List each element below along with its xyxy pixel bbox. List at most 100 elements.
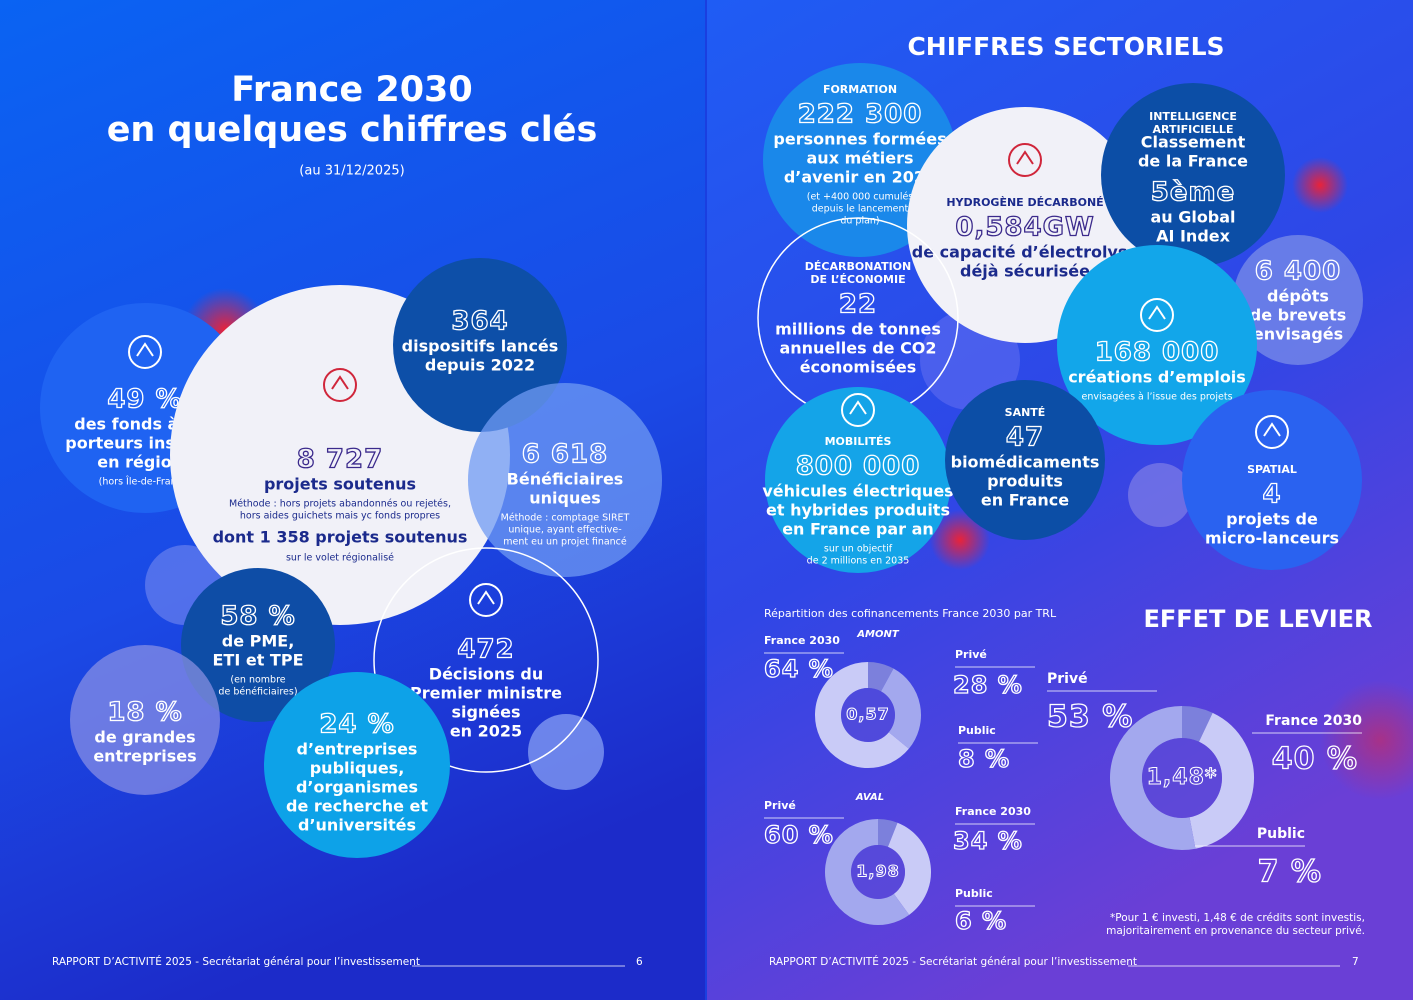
- bubble-lines: Décisions du: [429, 665, 543, 684]
- icon-shape: [841, 393, 875, 427]
- bubble-notes: du plan): [840, 216, 879, 227]
- segment-label: 8 %: [958, 745, 1010, 773]
- donut-stage: AVAL: [855, 792, 884, 803]
- bubble-label: MOBILITÉS: [825, 435, 892, 448]
- bubble-lines: annuelles de CO2: [779, 339, 936, 358]
- stat-bubble: 24 %d’entreprisespubliques,d’organismesd…: [264, 672, 450, 858]
- bubble-figure: 58 %: [220, 602, 295, 632]
- decor: [1320, 680, 1413, 800]
- bubble-notes: Méthode : hors projets abandonnés ou rej…: [229, 499, 451, 510]
- icon-shape: [136, 342, 154, 357]
- donut-hole: [841, 688, 895, 742]
- bubble-lines: envisagés: [1253, 325, 1343, 344]
- subtitle: (au 31/12/2025): [299, 164, 404, 179]
- bubble-lines: de brevets: [1250, 306, 1347, 325]
- footer: RAPPORT D’ACTIVITÉ 2025 - Secrétariat gé…: [52, 955, 420, 968]
- page-number: 6: [636, 956, 643, 968]
- bubble-notes: de bénéficiaires): [218, 687, 297, 698]
- segment-label: 60 %: [764, 821, 834, 849]
- icon-shape: [1255, 415, 1289, 449]
- segment-name: Public: [1257, 826, 1305, 842]
- bubble-notes: ment eu un projet financé: [503, 537, 627, 548]
- bubble: [765, 387, 951, 573]
- segment-label: 28 %: [953, 671, 1023, 699]
- donut-chart: 0,57 AMONT France 2030 64 % Privé 28 % Public 8…: [763, 629, 1038, 774]
- title: en quelques chiffres clés: [107, 110, 598, 150]
- bubble-figure: 0,584GW: [955, 213, 1094, 243]
- segment-label: 7 %: [1258, 855, 1322, 890]
- bubble-figure: 49 %: [107, 385, 182, 415]
- bubble-label: INTELLIGENCE: [1149, 110, 1237, 123]
- bubble-lines: de PME,: [222, 632, 295, 651]
- bubble-lines: projets soutenus: [264, 475, 416, 494]
- donut-segment: [1181, 706, 1213, 743]
- segment-label: 6 %: [955, 907, 1007, 935]
- bubble-figure: 168 000: [1095, 338, 1220, 368]
- bubble: [945, 380, 1105, 540]
- bubble-label: DÉCARBONATION: [805, 260, 911, 273]
- icon-shape: [323, 368, 357, 402]
- bubble-lines: véhicules électriques: [762, 482, 953, 501]
- bubble-notes: Méthode : comptage SIRET: [501, 513, 630, 524]
- bubble-notes: depuis le lancement: [812, 204, 909, 215]
- bubble: [70, 645, 220, 795]
- bubble-label: ARTIFICIELLE: [1153, 123, 1234, 136]
- segment-label: 40 %: [1272, 742, 1358, 777]
- bubble-label: FORMATION: [823, 83, 897, 96]
- bubble-lines: déjà sécurisée: [960, 262, 1090, 281]
- bubble: [373, 547, 599, 773]
- icon-shape: [849, 400, 867, 415]
- bubble-lines: AI Index: [1156, 227, 1231, 246]
- bubble-lines: en France par an: [782, 520, 934, 539]
- donut-segment: [825, 819, 910, 925]
- icon: [841, 393, 875, 427]
- segment-label: 53 %: [1047, 700, 1133, 735]
- bubble-lines: et hybrides produits: [766, 501, 950, 520]
- donut-center: 1,48*: [1147, 765, 1218, 790]
- donut-hole: [1142, 738, 1222, 818]
- bubble-lines: depuis 2022: [425, 356, 535, 375]
- bubble-lines: au Global: [1150, 208, 1235, 227]
- footnote: majoritairement en provenance du secteur…: [1106, 925, 1365, 937]
- icon-shape: [1263, 422, 1281, 437]
- segment-name: Privé: [1047, 671, 1088, 687]
- bubble-label: SANTÉ: [1005, 406, 1046, 419]
- bubble-lines: signées: [451, 703, 520, 722]
- bubble-lines: de capacité d’électrolyse: [912, 243, 1139, 262]
- bubble-intro: Classement: [1141, 133, 1246, 152]
- bubble-figure: 222 300: [798, 100, 923, 130]
- segment-label: 34 %: [953, 827, 1023, 855]
- bubble-lines: micro-lanceurs: [1205, 529, 1339, 548]
- bubble-extra: dont 1 358 projets soutenus: [213, 528, 468, 547]
- bubble: [468, 383, 662, 577]
- icon: [128, 335, 162, 369]
- bubble-extra-notes: sur le volet régionalisé: [286, 553, 394, 564]
- bubble-lines: Bénéficiaires: [507, 470, 624, 489]
- donut-stage: AMONT: [856, 629, 900, 640]
- bubble-lines: de grandes: [94, 728, 195, 747]
- icon-shape: [477, 590, 495, 605]
- bubble-figure: 47: [1006, 423, 1044, 453]
- title: France 2030: [231, 70, 473, 110]
- bubble: [1182, 390, 1362, 570]
- decor: [930, 510, 990, 570]
- donut-segment: [877, 819, 898, 848]
- bubble-figure: 8 727: [297, 445, 383, 475]
- bubble-lines: Premier ministre: [410, 684, 562, 703]
- bubble-figure: 364: [451, 307, 508, 337]
- donut-segment: [1188, 712, 1254, 849]
- bubble: [1233, 235, 1363, 365]
- bubble-lines: de recherche et: [286, 797, 428, 816]
- decor: [1128, 463, 1192, 527]
- bubble-lines: publiques,: [310, 759, 405, 778]
- bubble: [1101, 83, 1285, 267]
- segment-name: Privé: [764, 799, 796, 812]
